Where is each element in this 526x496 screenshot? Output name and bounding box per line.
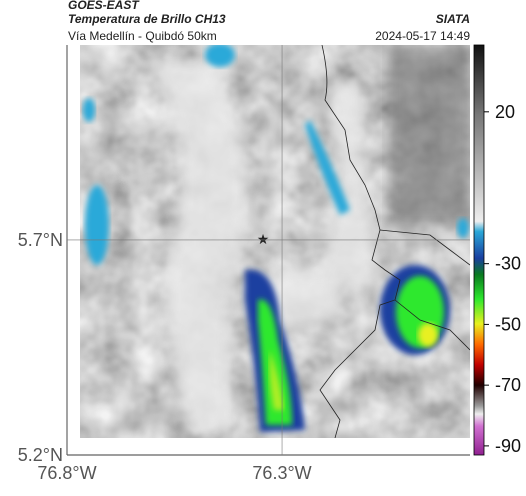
colorbar-tick-label: -50 — [495, 314, 521, 334]
lat-tick-label: 5.7°N — [18, 230, 63, 250]
colorbar-tick-label: -30 — [495, 254, 521, 274]
lon-tick-label: 76.3°W — [252, 463, 311, 483]
colorbar-tick-label: -70 — [495, 375, 521, 395]
city-marker: ★ — [257, 231, 270, 247]
colorbar — [473, 44, 485, 456]
cold-cloud-west — [83, 45, 350, 265]
lat-tick-label: 5.2°N — [18, 445, 63, 465]
boundaries — [319, 45, 470, 438]
convective-cell — [245, 218, 469, 432]
colorbar-tick-label: -90 — [495, 436, 521, 456]
title: Temperatura de Brillo CH13 — [68, 12, 226, 26]
subtitle: Vía Medellín - Quibdó 50km — [68, 29, 217, 43]
lon-tick-label: 76.8°W — [37, 463, 96, 483]
datetime: 2024-05-17 14:49 — [375, 29, 470, 43]
satellite: GOES-EAST — [68, 0, 140, 12]
satellite-image — [80, 45, 470, 438]
colorbar-tick-label: 20 — [495, 102, 515, 122]
source: SIATA — [436, 12, 470, 26]
